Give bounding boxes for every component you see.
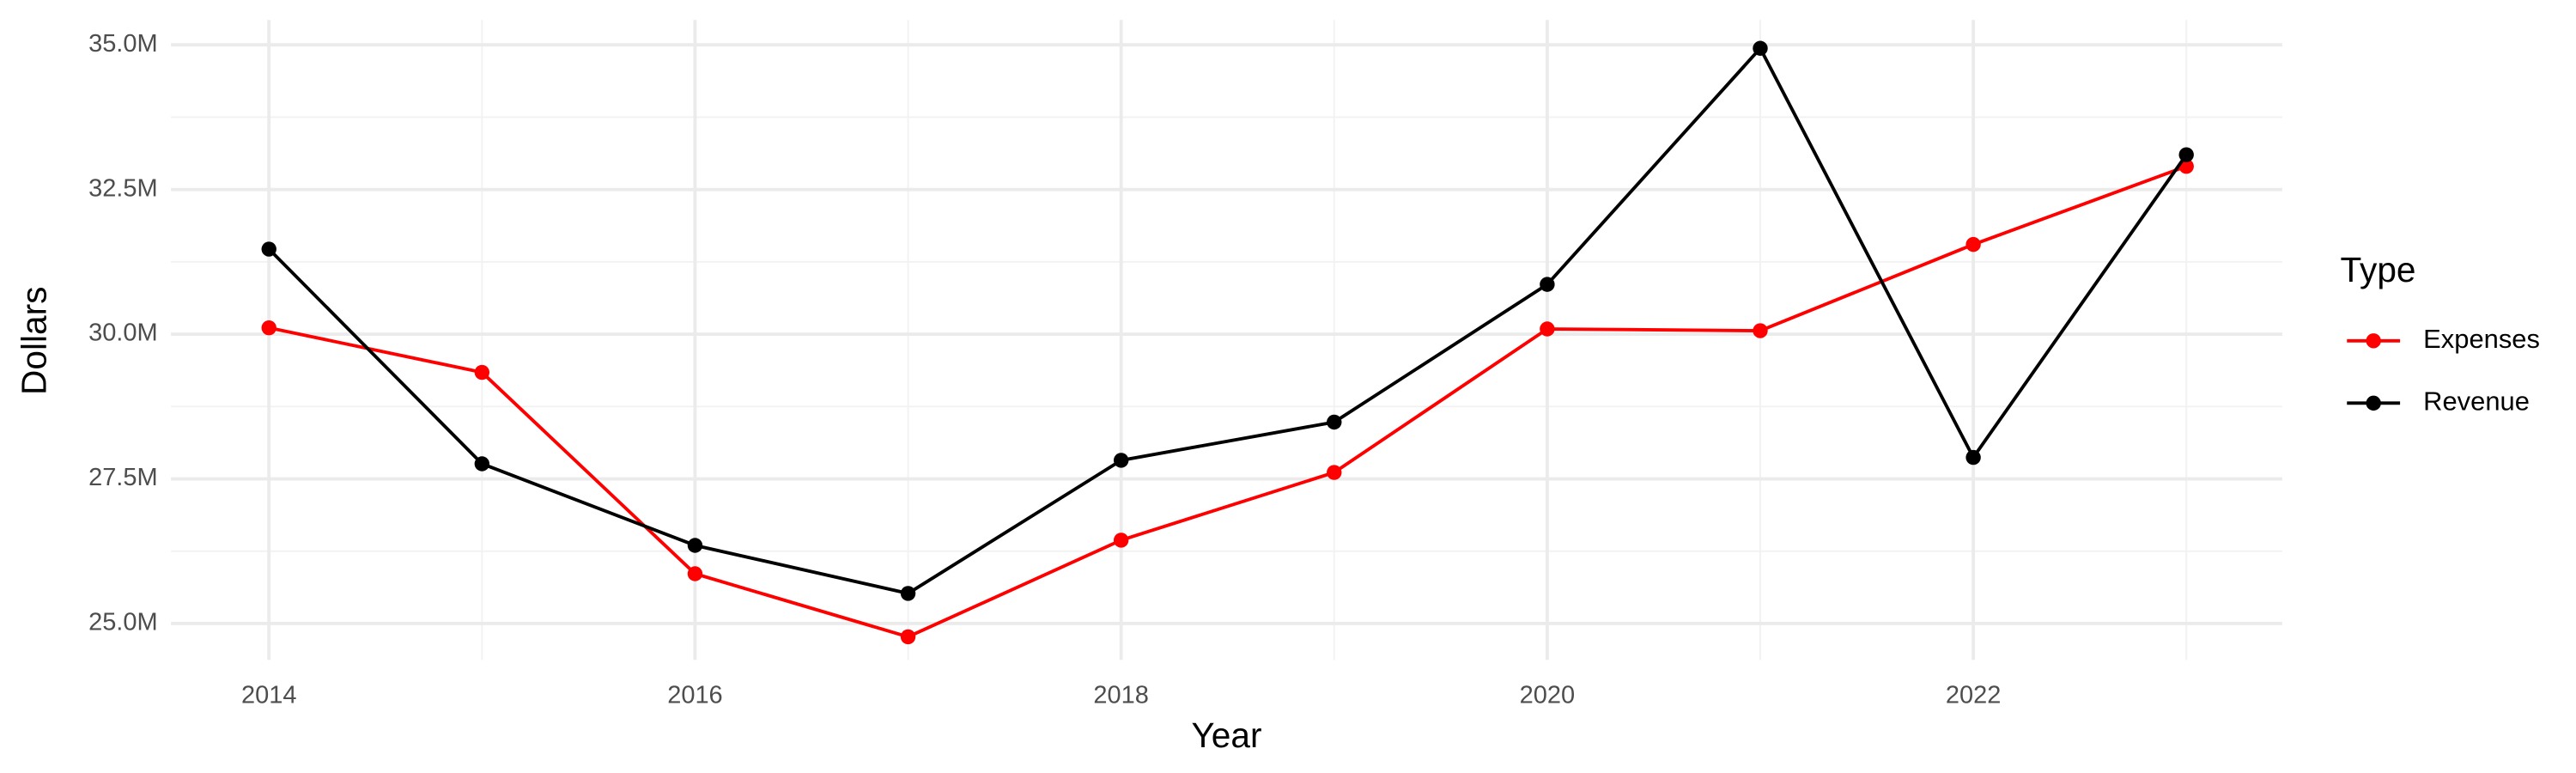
data-point	[1540, 277, 1555, 292]
y-tick-label: 35.0M	[88, 30, 158, 58]
data-point	[1965, 236, 1981, 253]
x-tick-label: 2022	[1946, 682, 2001, 709]
data-point	[900, 629, 916, 645]
data-point	[1113, 533, 1129, 548]
x-tick-label: 2016	[667, 682, 722, 709]
data-point	[474, 364, 490, 380]
legend-title: Type	[2341, 250, 2416, 289]
y-axis-title: Dollars	[14, 287, 53, 395]
data-point	[687, 538, 703, 553]
data-point	[1753, 40, 1768, 56]
data-point	[261, 241, 276, 257]
x-tick-label: 2014	[241, 682, 296, 709]
y-tick-label: 30.0M	[88, 320, 158, 347]
data-point	[687, 566, 703, 581]
legend-label: Expenses	[2423, 324, 2540, 354]
x-tick-label: 2018	[1093, 682, 1148, 709]
y-tick-label: 25.0M	[88, 609, 158, 636]
x-tick-label: 2020	[1520, 682, 1575, 709]
plot-data	[261, 40, 2194, 645]
data-point	[474, 456, 490, 472]
data-point	[1965, 449, 1981, 466]
series-line	[267, 45, 2188, 595]
data-point	[1540, 321, 1555, 337]
series-line	[268, 164, 2187, 639]
x-axis-title: Year	[1191, 715, 1261, 755]
data-point	[2178, 147, 2194, 162]
data-point	[1113, 453, 1129, 468]
data-point	[1327, 465, 1342, 480]
data-point	[900, 586, 916, 601]
grid	[171, 20, 2282, 660]
data-point	[1753, 323, 1768, 338]
data-point	[1327, 414, 1342, 430]
y-tick-label: 27.5M	[88, 464, 158, 491]
legend-key-point	[2366, 333, 2381, 349]
y-tick-label: 32.5M	[88, 174, 158, 202]
legend-label: Revenue	[2423, 386, 2530, 417]
data-point	[261, 320, 276, 336]
legend-key-point	[2366, 395, 2381, 411]
